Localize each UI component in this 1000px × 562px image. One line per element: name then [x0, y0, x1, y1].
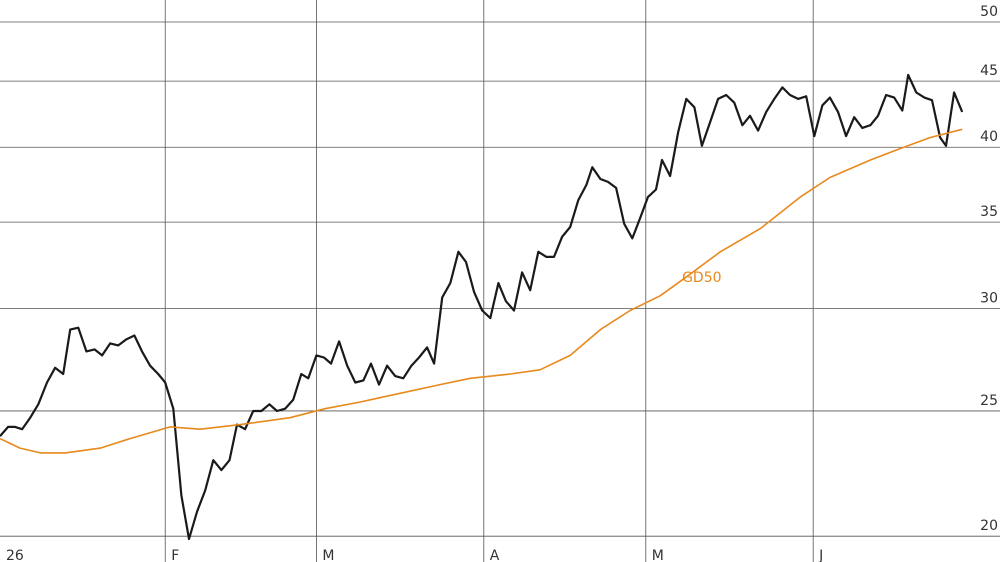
series-label: GD50: [682, 270, 721, 286]
y-tick-label: 25: [980, 393, 998, 409]
x-tick-label: M: [322, 548, 334, 562]
x-tick-label: A: [490, 548, 500, 562]
y-tick-label: 45: [980, 63, 998, 79]
y-tick-label: 20: [980, 518, 998, 534]
y-tick-label: 30: [980, 291, 998, 307]
y-tick-label: 50: [980, 4, 998, 20]
x-tick-label: 26: [6, 548, 24, 562]
x-tick-label: F: [171, 548, 179, 562]
x-tick-label: M: [652, 548, 664, 562]
y-tick-label: 35: [980, 204, 998, 220]
x-tick-label: J: [818, 548, 823, 562]
series-line: [0, 128, 963, 454]
series-line: [0, 73, 964, 541]
y-tick-label: 40: [980, 129, 998, 145]
